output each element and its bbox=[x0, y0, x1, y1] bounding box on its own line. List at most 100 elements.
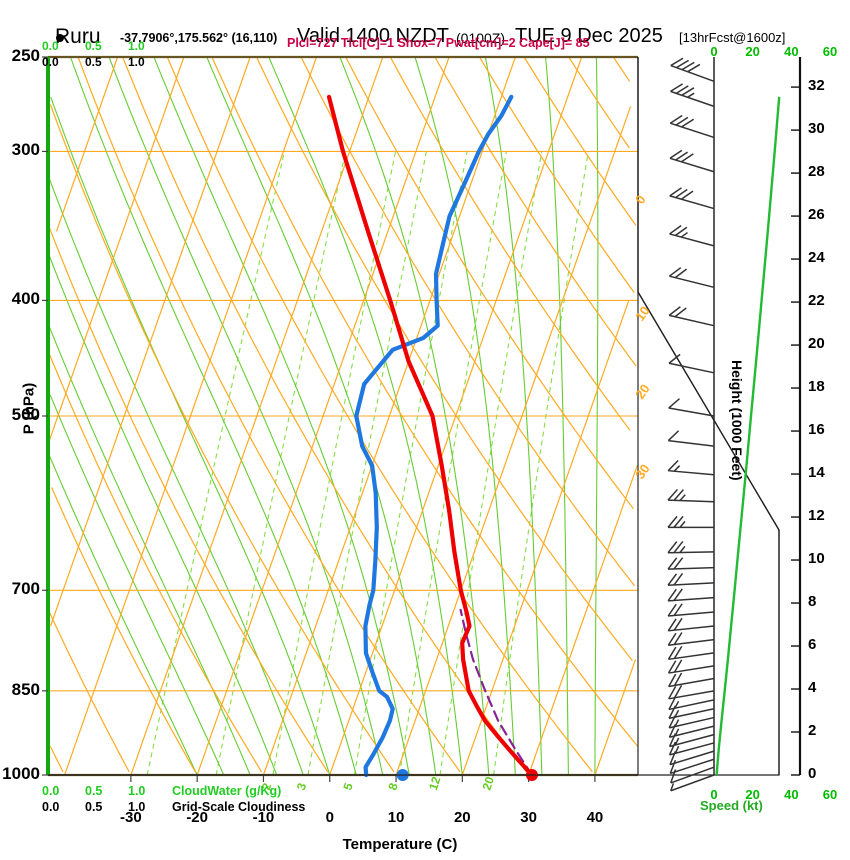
cloudiness-top-tick: 0.0 bbox=[42, 55, 59, 69]
temperature-tick--30: -30 bbox=[120, 809, 142, 826]
temperature-tick-10: 10 bbox=[387, 809, 405, 826]
wind-barb bbox=[668, 353, 715, 374]
height-tick-22: 22 bbox=[808, 292, 825, 310]
mixing-ratio-lines-group bbox=[146, 151, 589, 776]
cloudiness-top-tick: 1.0 bbox=[128, 55, 145, 69]
mixing-ratio-label: 8 bbox=[385, 781, 400, 792]
height-tick-18: 18 bbox=[808, 378, 825, 396]
pressure-axis-title: P (hPa) bbox=[20, 382, 38, 435]
valid-time-utc: (0100Z) bbox=[456, 30, 506, 46]
wind-barb bbox=[668, 741, 715, 756]
height-tick-24: 24 bbox=[808, 249, 825, 267]
speed-tick-40-top: 40 bbox=[784, 44, 799, 59]
wind-barb-panel bbox=[48, 57, 780, 792]
height-tick-4: 4 bbox=[808, 679, 817, 696]
mixing-ratio-label: 12 bbox=[426, 775, 444, 792]
wind-barb bbox=[667, 459, 715, 476]
moist-adiabat-lines-group bbox=[47, 56, 599, 776]
temperature-tick-20: 20 bbox=[453, 809, 471, 826]
cloudiness-tick: 1.0 bbox=[128, 800, 146, 814]
wind-barb bbox=[668, 398, 715, 417]
speed-tick-20-bottom: 20 bbox=[745, 787, 760, 802]
speed-tick-0-bottom: 0 bbox=[710, 787, 718, 802]
temperature-tick--10: -10 bbox=[252, 809, 275, 826]
wind-barb bbox=[668, 306, 715, 327]
temperature-curve bbox=[326, 94, 535, 778]
pressure-tick-1000: 1000 bbox=[2, 764, 40, 783]
height-axis-title: Height (1000 Feet) bbox=[729, 360, 745, 481]
height-tick-26: 26 bbox=[808, 206, 825, 224]
temperature-axis-title: Temperature (C) bbox=[342, 836, 458, 853]
speed-tick-20-top: 20 bbox=[745, 44, 760, 59]
wind-barb bbox=[667, 617, 715, 632]
temperature-tick-0: 0 bbox=[325, 809, 334, 826]
cloudiness-tick: 0.5 bbox=[85, 800, 103, 814]
height-tick-2: 2 bbox=[808, 722, 817, 739]
parcel-path-curve bbox=[459, 608, 534, 777]
height-tick-0: 0 bbox=[808, 765, 817, 782]
valid-date: TUE 9 Dec 2025 bbox=[515, 25, 663, 47]
isotherm-label-right: 0 bbox=[632, 192, 648, 207]
wind-barb bbox=[669, 114, 715, 139]
forecast-hour: [13hrFcst@1600z] bbox=[679, 30, 786, 45]
height-tick-20: 20 bbox=[808, 335, 825, 353]
height-tick-14: 14 bbox=[808, 464, 825, 482]
temperature-tick-30: 30 bbox=[520, 809, 537, 826]
cloudwater-top-tick: 1.0 bbox=[128, 39, 145, 53]
mixing-ratio-label: 5 bbox=[340, 781, 355, 792]
wind-barb bbox=[667, 645, 715, 661]
wind-barb bbox=[669, 187, 715, 210]
height-tick-28: 28 bbox=[808, 163, 825, 181]
wind-barb bbox=[668, 672, 715, 688]
station-name: Ruru bbox=[55, 25, 101, 48]
temperature-tick-40: 40 bbox=[586, 809, 604, 826]
height-tick-12: 12 bbox=[808, 507, 825, 525]
wind-barb bbox=[667, 659, 715, 674]
wind-barb bbox=[670, 57, 715, 82]
height-tick-32: 32 bbox=[808, 77, 825, 95]
speed-tick-60-bottom: 60 bbox=[822, 787, 838, 802]
cloudiness-tick: 0.0 bbox=[42, 800, 60, 814]
height-axis bbox=[791, 57, 802, 776]
station-dot-icon bbox=[56, 34, 64, 42]
station-coordinates: -37.7906°,175.562° (16,110) bbox=[120, 31, 278, 45]
height-trace-curve bbox=[715, 96, 781, 776]
header-title-row: Ruru -37.7906°,175.562° (16,110) Valid 1… bbox=[0, 12, 850, 48]
isotherm-label-right: 10 bbox=[632, 303, 653, 323]
speed-tick-0-top: 0 bbox=[710, 44, 718, 59]
pressure-tick-700: 700 bbox=[11, 579, 40, 599]
dewpoint-curve bbox=[354, 94, 514, 778]
speed-tick-40-bottom: 40 bbox=[784, 787, 799, 802]
wind-barb bbox=[667, 588, 715, 602]
mixing-ratio-label: 20 bbox=[480, 775, 498, 792]
mixing-ratio-label: 2 bbox=[259, 781, 274, 792]
sounding-parameters: Plcl=727 Tlcl[C]=1 Shox=7 Pwat[cm]=2 Cap… bbox=[287, 36, 590, 50]
wind-barb bbox=[668, 696, 715, 711]
wind-barb bbox=[669, 225, 715, 247]
cloudwater-tick: 0.5 bbox=[85, 784, 103, 798]
pressure-tick-300: 300 bbox=[11, 140, 40, 160]
wind-barb bbox=[670, 774, 715, 792]
height-tick-8: 8 bbox=[808, 593, 817, 611]
wind-barb bbox=[668, 685, 715, 700]
cloudwater-label: CloudWater (g/Kg) bbox=[172, 784, 282, 798]
speed-axis-title: Speed (kt) bbox=[700, 798, 763, 813]
wind-barb bbox=[669, 149, 715, 173]
wind-barb bbox=[667, 573, 715, 586]
cloudwater-tick: 0.0 bbox=[42, 784, 60, 798]
cloudwater-tick: 1.0 bbox=[128, 784, 146, 798]
wind-barb bbox=[667, 557, 715, 570]
pressure-tick-500: 500 bbox=[11, 405, 40, 424]
cloudiness-label: Grid-Scale Cloudiness bbox=[172, 800, 306, 814]
isotherm-label-right: 30 bbox=[632, 461, 653, 481]
pressure-tick-850: 850 bbox=[11, 679, 40, 699]
pressure-tick-400: 400 bbox=[11, 289, 40, 309]
wind-barb bbox=[669, 758, 715, 775]
height-tick-6: 6 bbox=[808, 636, 817, 654]
adiabat-labels-group: 2 3 5 8 12 20 0 10 20 30 bbox=[259, 192, 653, 792]
wind-barb bbox=[667, 515, 714, 529]
height-tick-16: 16 bbox=[808, 421, 825, 439]
temperature-tick--20: -20 bbox=[186, 809, 208, 826]
